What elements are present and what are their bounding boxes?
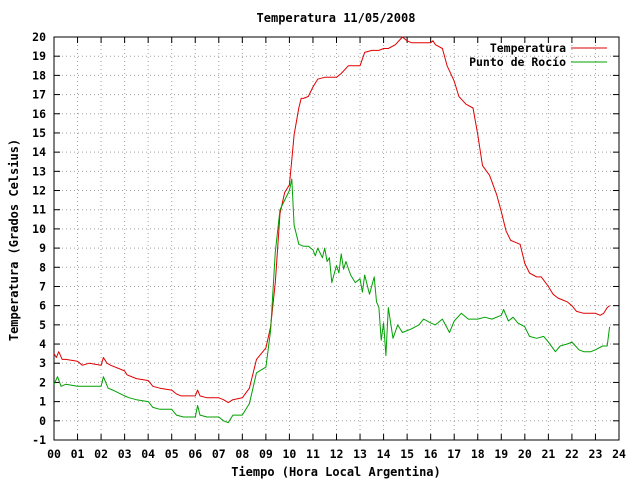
y-tick-label: 3 <box>39 356 46 370</box>
y-tick-label: 16 <box>32 107 46 121</box>
x-tick-label: 11 <box>306 447 320 461</box>
series-line-punto-de-rocio <box>53 178 611 424</box>
y-axis-label: Temperatura (Grados Celsius) <box>7 139 21 341</box>
x-tick-label: 00 <box>47 447 61 461</box>
x-tick-label: 09 <box>259 447 273 461</box>
y-tick-label: 20 <box>32 30 46 44</box>
x-tick-label: 15 <box>400 447 414 461</box>
x-tick-label: 03 <box>118 447 132 461</box>
y-tick-label: 2 <box>39 375 46 389</box>
y-tick-label: 11 <box>32 203 46 217</box>
chart-title: Temperatura 11/05/2008 <box>257 11 416 25</box>
x-tick-label: 12 <box>330 447 344 461</box>
legend-label: Temperatura <box>490 41 566 55</box>
x-tick-label: 19 <box>494 447 508 461</box>
x-axis-ticks: 00 01 02 03 04 05 06 07 08 09 10 11 12 13 14 15 16 17 18 19… <box>47 37 626 461</box>
y-tick-label: 0 <box>39 414 46 428</box>
series-lines <box>53 36 611 424</box>
y-tick-label: 5 <box>39 318 46 332</box>
y-tick-label: 14 <box>32 145 46 159</box>
y-tick-label: 9 <box>39 241 46 255</box>
x-tick-label: 08 <box>235 447 249 461</box>
y-tick-label: 1 <box>39 395 46 409</box>
y-tick-label: 19 <box>32 49 46 63</box>
y-tick-label: 18 <box>32 68 46 82</box>
y-tick-label: 4 <box>39 337 46 351</box>
y-tick-label: 12 <box>32 184 46 198</box>
series-line-temperatura <box>53 36 610 404</box>
x-tick-label: 18 <box>471 447 485 461</box>
x-tick-label: 20 <box>518 447 532 461</box>
y-tick-label: 10 <box>32 222 46 236</box>
x-tick-label: 22 <box>565 447 579 461</box>
x-tick-label: 06 <box>188 447 202 461</box>
y-tick-label: 13 <box>32 164 46 178</box>
x-tick-label: 23 <box>589 447 603 461</box>
y-tick-label: -1 <box>32 433 46 447</box>
x-tick-label: 04 <box>141 447 155 461</box>
y-tick-label: 15 <box>32 126 46 140</box>
x-tick-label: 17 <box>447 447 461 461</box>
x-axis-label: Tiempo (Hora Local Argentina) <box>231 465 441 479</box>
x-tick-label: 24 <box>612 447 626 461</box>
y-tick-label: 8 <box>39 260 46 274</box>
x-tick-label: 21 <box>541 447 555 461</box>
y-tick-label: 17 <box>32 88 46 102</box>
x-tick-label: 05 <box>165 447 179 461</box>
grid <box>54 37 619 440</box>
x-tick-label: 14 <box>377 447 391 461</box>
x-tick-label: 16 <box>424 447 438 461</box>
x-tick-label: 01 <box>71 447 85 461</box>
y-tick-label: 6 <box>39 299 46 313</box>
y-tick-label: 7 <box>39 279 46 293</box>
x-tick-label: 10 <box>282 447 296 461</box>
x-tick-label: 13 <box>353 447 367 461</box>
legend-label: Punto de Rocío <box>469 55 566 69</box>
x-tick-label: 07 <box>212 447 226 461</box>
x-tick-label: 02 <box>94 447 108 461</box>
